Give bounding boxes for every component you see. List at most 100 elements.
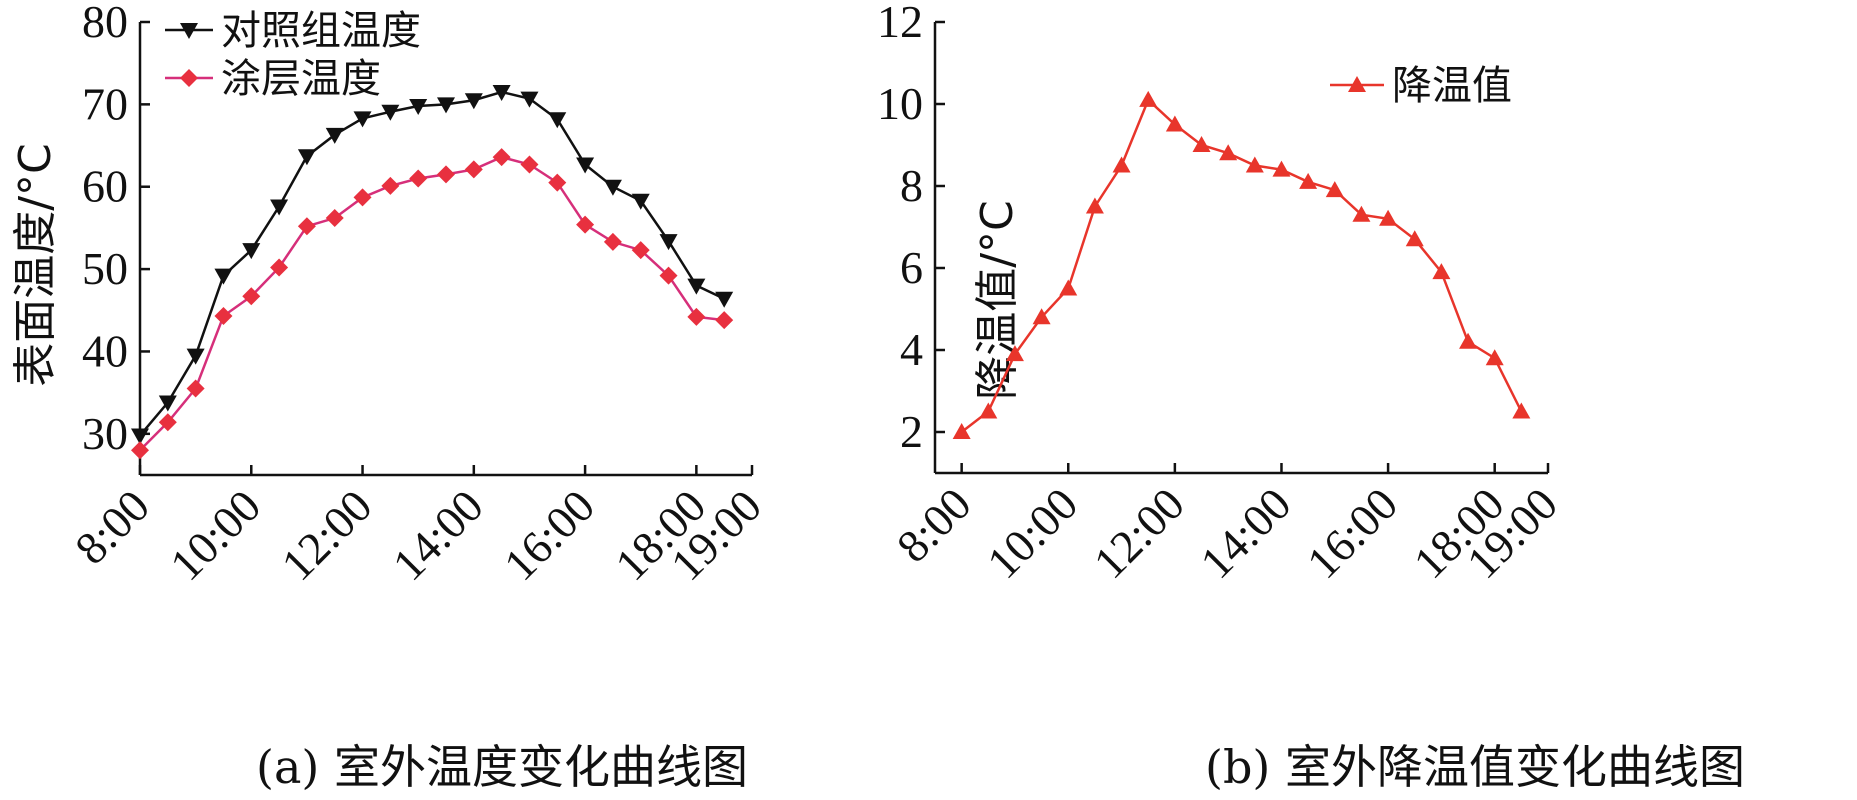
panel-a-chart: 表面温度/°C (a) 室外温度变化曲线图 30 40 50 60 70 80 8:00 10… [10,0,771,794]
panel-a-data-point [520,155,539,174]
panel-b-legend-label: 降温值 [1392,63,1512,109]
panel-a-data-point [576,215,595,234]
panel-a-data-point [297,217,316,236]
panel-a-data-point [492,85,511,102]
panel-b-data-point [1459,332,1478,349]
panel-a-data-point [520,91,539,108]
panel-a-data-point [186,379,205,398]
panel-b-y-axis-title: 降温值/°C [972,200,1023,400]
panel-b-data-point [1432,263,1451,280]
panel-b-data-point [1272,160,1291,177]
panel-b-data-point [1405,230,1424,247]
panel-b-x-tick-label: 10:00 [977,478,1087,588]
panel-b-y-tick-label: 6 [900,242,923,293]
panel-b-data-point [1485,349,1504,366]
panel-a-data-point [242,287,261,306]
panel-b-data-point [1005,345,1024,362]
panel-a-data-point [659,266,678,285]
panel-a-data-point [409,99,428,116]
panel-b-data-point [952,423,971,439]
panel-b-x-tick-label: 12:00 [1084,478,1194,588]
panel-a-data-point [381,176,400,195]
panel-a-series-line-1 [139,90,725,437]
panel-b-data-point [1165,115,1184,132]
panel-a-legend-label: 涂层温度 [221,56,381,102]
panel-b-chart: 降温值/°C (b) 室外降温值变化曲线图 246810128:0010:001… [877,0,1745,794]
panel-a-data-point [270,199,289,216]
panel-a-legend-marker [180,69,198,87]
panel-a-data-point [381,104,400,121]
panel-a-x-tick-label: 16:00 [494,480,604,590]
panel-b-x-tick-label: 8:00 [887,478,981,572]
panel-a-data-point [687,307,706,326]
panel-a-data-point [353,111,372,128]
panel-a-data-point [325,209,344,228]
panel-a-x-tick-label: 12:00 [271,480,381,590]
panel-b-series-line-1 [960,97,1523,433]
panel-a-data-point [715,311,734,330]
panel-b-data-point [1059,279,1078,296]
panel-a-data-point [548,173,567,192]
panel-b-x-tick-label: 16:00 [1297,478,1407,588]
panel-a-data-point [353,188,372,207]
panel-b-data-point [1379,209,1398,226]
panel-b-y-tick-label: 4 [900,324,923,375]
panel-b-data-point [979,402,998,419]
panel-b-x-tick-label: 14:00 [1190,478,1300,588]
panel-b-y-tick-label: 10 [877,78,923,129]
panel-a-y-tick-label: 80 [82,0,128,47]
panel-a-data-point [297,149,316,166]
panel-a-x-tick-label: 10:00 [160,480,270,590]
panel-a-x-tick-label: 8:00 [65,480,159,574]
panel-a-x-tick-label: 14:00 [383,480,493,590]
panel-a-data-point [158,395,177,412]
panel-b-data-point [1512,402,1531,419]
panel-b-legend-marker [1348,76,1366,92]
panel-a-y-tick-label: 50 [82,243,128,294]
panel-b-data-point [1219,144,1238,161]
panel-b-data-point [1352,205,1371,222]
panel-a-data-point [186,348,205,365]
panel-b-data-point [1325,181,1344,198]
panel-a-legend-label: 对照组温度 [221,8,421,54]
panel-b-data-point [1139,90,1158,107]
panel-a-data-point [492,148,511,167]
panel-a-y-tick-label: 70 [82,78,128,129]
panel-a-data-point [603,232,622,251]
panel-a-data-point [464,160,483,179]
panel-b-data-point [1299,172,1318,189]
panel-a-series-line-2 [139,155,725,452]
panel-a-data-point [576,157,595,174]
panel-a-data-point [214,307,233,326]
panel-b-data-point [1245,156,1264,173]
panel-a-data-point [437,165,455,184]
panel-a-data-point [409,169,428,188]
panel-a-data-point [437,97,455,114]
panel-a-y-axis-title: 表面温度/°C [10,143,61,387]
panel-a-legend-marker [180,23,198,39]
panel-a-y-tick-label: 60 [82,161,128,212]
panel-a-data-point [715,291,734,308]
panel-a-data-point [548,112,567,129]
panel-a-data-point [603,179,622,196]
panel-a-data-point [242,243,261,260]
panel-a-caption: (a) 室外温度变化曲线图 [256,740,748,794]
panel-a-data-point [631,193,650,210]
panel-a-data-point [464,93,483,110]
panel-b-data-point [1032,308,1051,325]
panel-a-data-point [687,278,706,295]
panel-a-y-tick-label: 40 [82,325,128,376]
panel-a-data-point [131,441,149,460]
panel-b-y-tick-label: 2 [900,406,923,457]
panel-b-data-point [1085,197,1104,214]
panel-a-data-point [325,127,344,144]
panel-a-y-tick-label: 30 [82,408,128,459]
panel-a-data-point [270,258,289,277]
panel-a-data-point [214,268,233,285]
panel-b-caption: (b) 室外降温值变化曲线图 [1205,740,1745,794]
panel-b-y-tick-label: 12 [877,0,923,47]
panel-a-data-point [631,241,650,260]
panel-a-data-point [158,413,177,432]
